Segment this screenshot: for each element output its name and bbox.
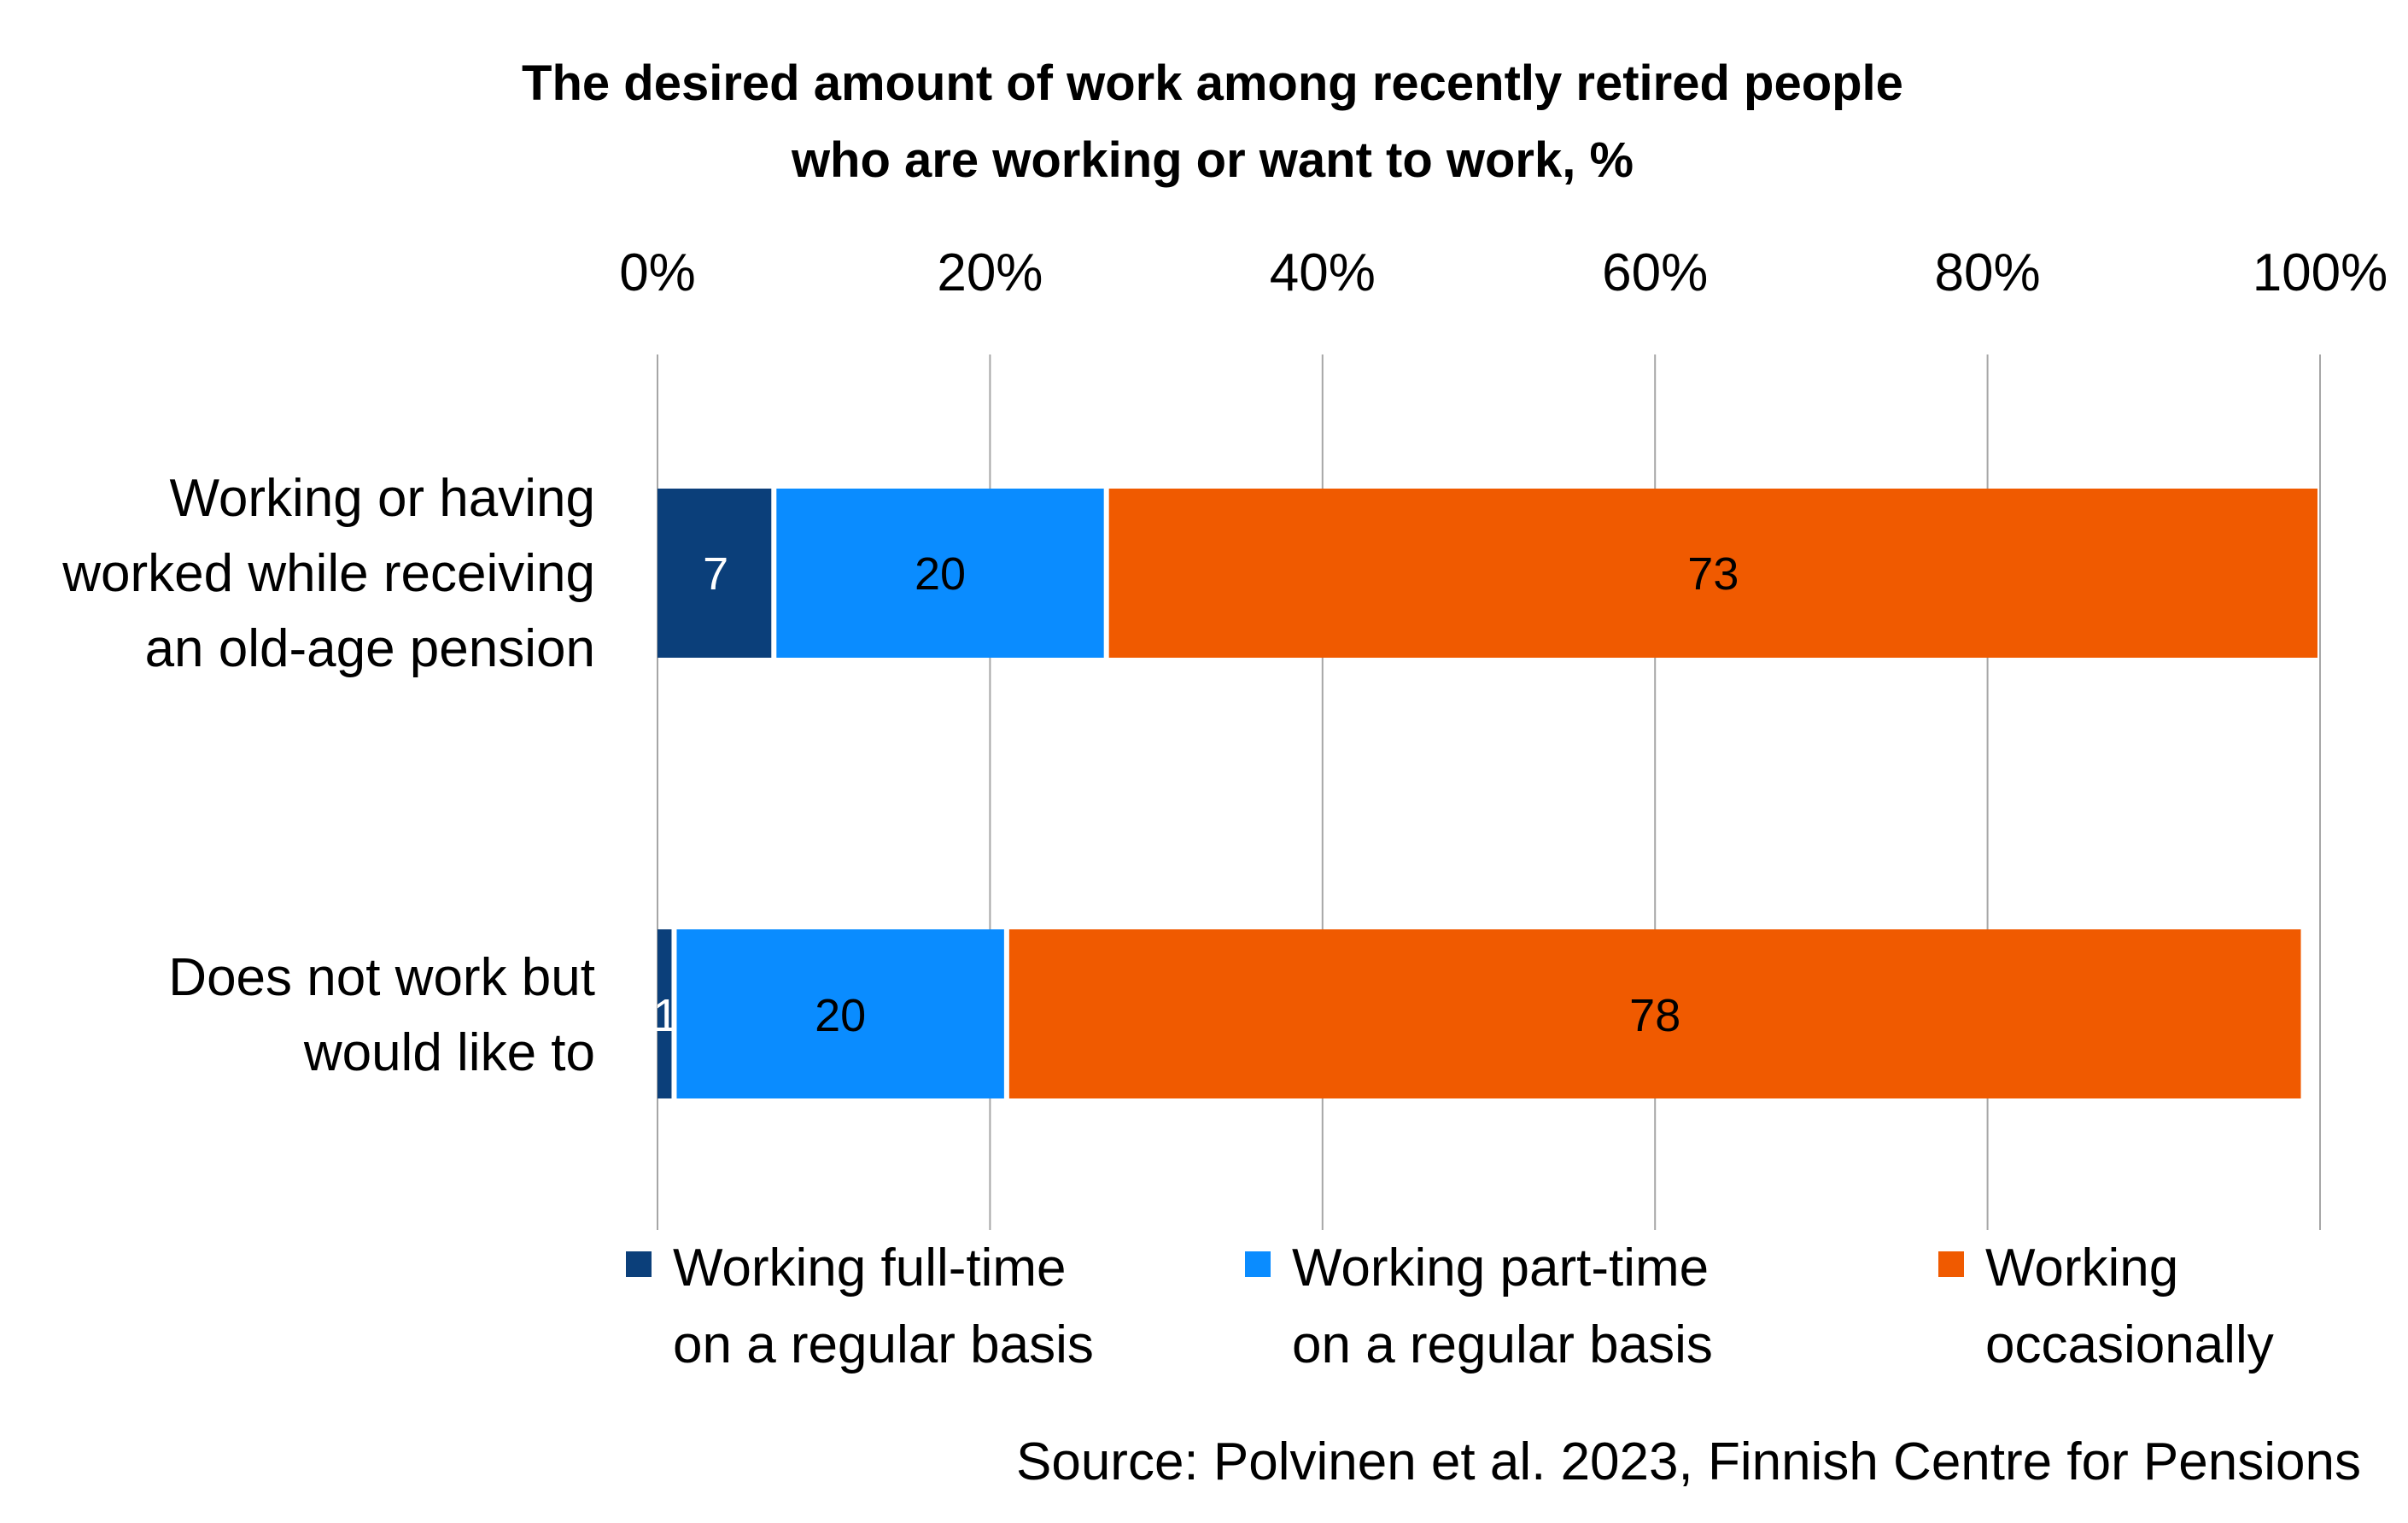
legend-label-line: Working part-time xyxy=(1292,1239,1709,1297)
x-tick-label: 80% xyxy=(1935,243,2041,302)
source-note: Source: Polvinen et al. 2023, Finnish Ce… xyxy=(1016,1432,2361,1491)
bar-segment xyxy=(676,929,1004,1098)
bar-value-label: 20 xyxy=(915,548,966,600)
bar-segment xyxy=(1108,489,2317,658)
bar-segment xyxy=(1008,929,2301,1098)
legend-swatch xyxy=(1938,1251,1964,1277)
bar-segment xyxy=(658,929,672,1098)
chart-title-line: who are working or want to work, % xyxy=(791,132,1634,188)
bar-segment xyxy=(776,489,1104,658)
x-tick-label: 60% xyxy=(1602,243,1708,302)
category-label-line: an old-age pension xyxy=(145,619,595,678)
legend-swatch xyxy=(1245,1251,1271,1277)
legend-label-line: on a regular basis xyxy=(673,1315,1094,1374)
x-tick-label: 20% xyxy=(937,243,1043,302)
x-tick-label: 100% xyxy=(2253,243,2388,302)
category-label-line: would like to xyxy=(303,1023,595,1082)
bar-value-label: 1 xyxy=(653,990,679,1041)
bar-value-label: 73 xyxy=(1687,548,1739,600)
category-label-line: Does not work but xyxy=(168,948,595,1007)
legend-label-line: Working full-time xyxy=(673,1239,1067,1297)
legend-swatch xyxy=(626,1251,652,1277)
x-tick-label: 40% xyxy=(1270,243,1376,302)
chart-title-line: The desired amount of work among recentl… xyxy=(522,56,1903,111)
legend-label-line: occasionally xyxy=(1985,1315,2274,1374)
bar-value-label: 20 xyxy=(815,990,866,1041)
bar-value-label: 7 xyxy=(703,548,728,600)
category-label-line: worked while receiving xyxy=(61,544,595,603)
legend-label-line: Working xyxy=(1985,1239,2178,1297)
legend-label-line: on a regular basis xyxy=(1292,1315,1713,1374)
bar-value-label: 78 xyxy=(1629,990,1680,1041)
bar-segment xyxy=(658,489,772,658)
category-label-line: Working or having xyxy=(169,469,595,528)
x-tick-label: 0% xyxy=(619,243,696,302)
